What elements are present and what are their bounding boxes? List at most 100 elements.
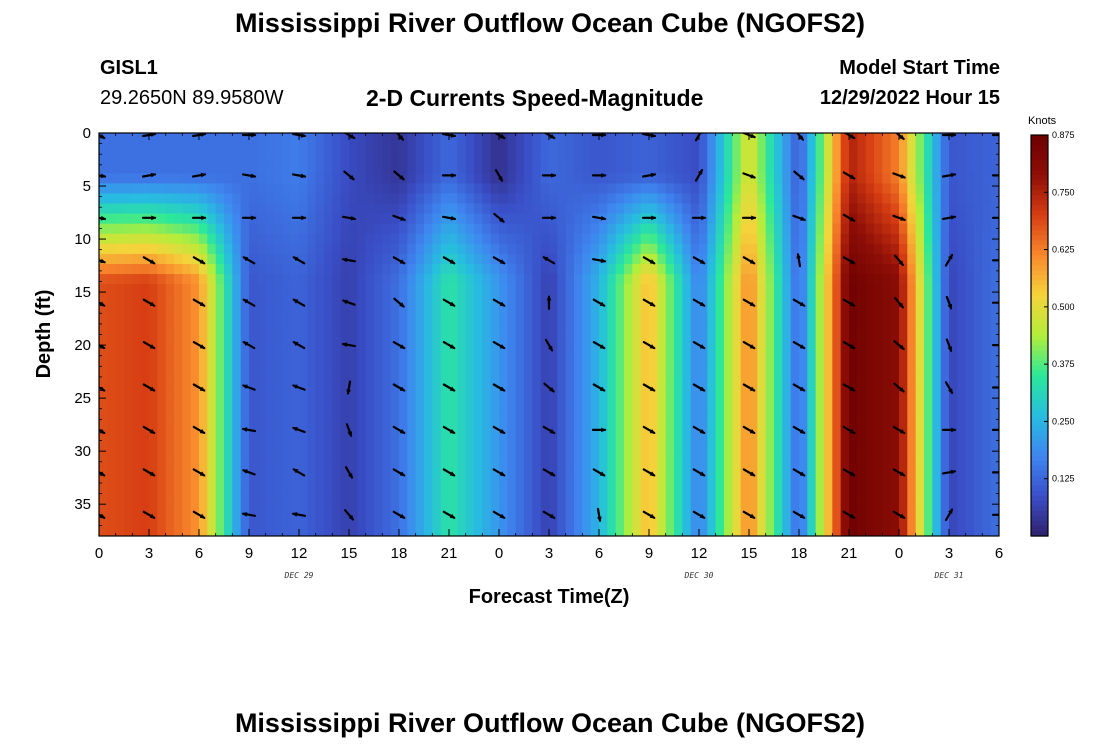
heatmap-cell: [982, 203, 992, 215]
heatmap-cell: [415, 274, 425, 285]
heatmap-cell: [949, 525, 958, 536]
heatmap-cell: [957, 314, 967, 326]
heatmap-cell: [474, 213, 483, 225]
heatmap-cell: [382, 485, 392, 497]
colorbar-swatch: [1031, 165, 1048, 171]
heatmap-cell: [982, 274, 992, 285]
heatmap-cell: [624, 324, 633, 336]
heatmap-cell: [182, 274, 192, 285]
heatmap-cell: [365, 425, 375, 436]
heatmap-cell: [399, 133, 408, 144]
heatmap-cell: [157, 274, 167, 285]
heatmap-cell: [790, 274, 800, 285]
heatmap-cell: [240, 364, 250, 376]
heatmap-cell: [782, 304, 792, 315]
heatmap-cell: [457, 133, 467, 144]
heatmap-cell: [165, 445, 175, 456]
heatmap-cell: [982, 354, 992, 366]
heatmap-cell: [715, 364, 725, 376]
heatmap-cell: [115, 374, 125, 386]
heatmap-cell: [482, 304, 492, 315]
heatmap-cell: [690, 445, 700, 456]
heatmap-cell: [499, 193, 508, 205]
heatmap-cell: [707, 243, 717, 255]
heatmap-cell: [324, 263, 333, 275]
heatmap-cell: [107, 324, 117, 336]
heatmap-cell: [915, 193, 925, 205]
heatmap-cell: [574, 425, 583, 436]
heatmap-cell: [132, 274, 142, 285]
heatmap-cell: [165, 405, 175, 416]
heatmap-cell: [140, 344, 150, 356]
heatmap-cell: [407, 213, 417, 225]
heatmap-cell: [190, 143, 200, 154]
heatmap-cell: [157, 284, 167, 295]
heatmap-cell: [99, 505, 108, 517]
current-vector: [892, 468, 906, 477]
heatmap-cell: [174, 304, 183, 315]
heatmap-cell: [582, 153, 592, 164]
heatmap-cell: [149, 314, 158, 326]
heatmap-cell: [215, 344, 225, 356]
heatmap-cell: [340, 304, 350, 315]
heatmap-cell: [782, 284, 792, 295]
heatmap-cell: [640, 374, 650, 386]
heatmap-cell: [924, 274, 933, 285]
heatmap-cell: [307, 173, 317, 184]
heatmap-cell: [632, 435, 642, 446]
heatmap-cell: [724, 243, 733, 255]
heatmap-cell: [199, 495, 208, 507]
heatmap-cell: [515, 173, 525, 184]
heatmap-cell: [324, 394, 333, 406]
heatmap-cell: [515, 415, 525, 426]
heatmap-cell: [924, 253, 933, 265]
heatmap-cell: [157, 243, 167, 255]
colorbar-swatch: [1031, 435, 1048, 442]
heatmap-cell: [357, 203, 367, 215]
heatmap-cell: [790, 203, 800, 215]
heatmap-cell: [974, 304, 983, 315]
heatmap-cell: [399, 394, 408, 406]
heatmap-cell: [432, 203, 442, 215]
heatmap-cell: [282, 243, 292, 255]
heatmap-cell: [249, 405, 258, 416]
heatmap-cell: [199, 344, 208, 356]
colorbar-swatch: [1031, 255, 1048, 261]
heatmap-cell: [807, 394, 817, 406]
heatmap-cell: [640, 495, 650, 507]
current-vector: [292, 298, 306, 307]
colorbar-swatch: [1031, 380, 1048, 387]
heatmap-cell: [924, 183, 933, 195]
heatmap-cell: [215, 455, 225, 467]
heatmap-cell: [682, 294, 692, 305]
heatmap-cell: [557, 455, 567, 467]
heatmap-cell: [532, 505, 542, 517]
heatmap-cell: [840, 435, 850, 446]
heatmap-cell: [640, 415, 650, 426]
heatmap-cell: [557, 304, 567, 315]
heatmap-cell: [857, 364, 867, 376]
heatmap-cell: [515, 485, 525, 497]
heatmap-cell: [957, 223, 967, 235]
heatmap-cell: [349, 505, 358, 517]
heatmap-cell: [374, 233, 383, 245]
heatmap-cell: [415, 425, 425, 436]
heatmap-cell: [307, 344, 317, 356]
heatmap-cell: [474, 253, 483, 265]
heatmap-cell: [724, 455, 733, 467]
heatmap-cell: [149, 334, 158, 346]
heatmap-cell: [474, 415, 483, 426]
heatmap-cell: [907, 233, 917, 245]
heatmap-cell: [674, 284, 683, 295]
heatmap-cell: [440, 203, 450, 215]
heatmap-cell: [499, 324, 508, 336]
heatmap-cell: [807, 334, 817, 346]
heatmap-cell: [990, 435, 999, 446]
heatmap-cell: [424, 505, 433, 517]
heatmap-cell: [274, 284, 283, 295]
heatmap-cell: [699, 505, 708, 517]
heatmap-cell: [449, 133, 458, 144]
heatmap-cell: [315, 324, 325, 336]
heatmap-cell: [932, 183, 942, 195]
heatmap-cell: [307, 495, 317, 507]
